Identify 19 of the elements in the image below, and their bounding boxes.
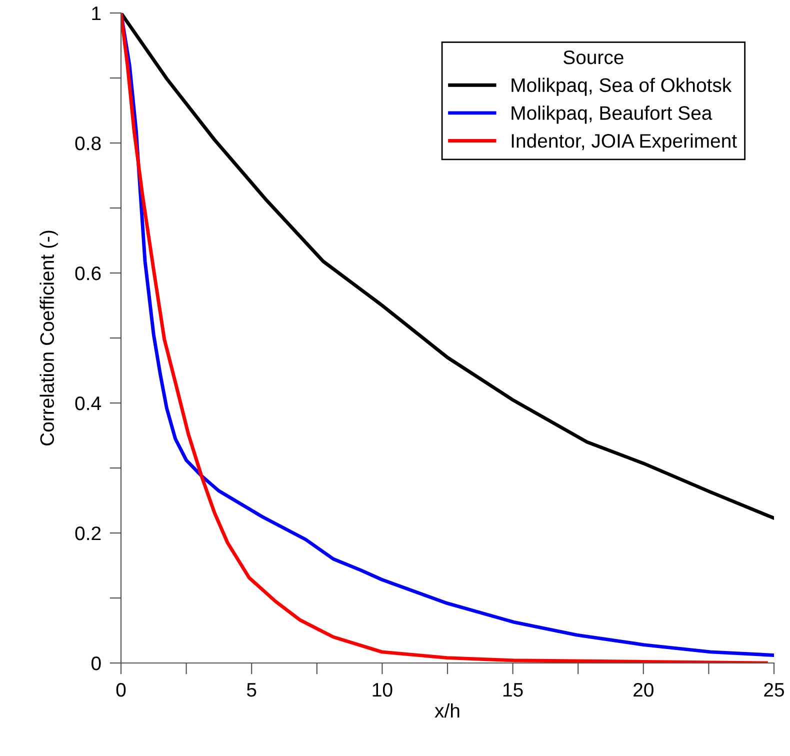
x-tick-label: 25 [764,682,784,697]
x-tick-label: 5 [246,683,256,697]
legend-title: Source [564,50,624,64]
y-tick-label: 0 [92,656,101,670]
y-tick-label: 1 [92,6,101,20]
y-axis-title: Correlation Coefficient (-) [40,230,58,446]
y-tick-label: 0.8 [75,136,101,150]
legend-label: Molikpaq, Sea of Okhotsk [512,78,732,96]
legend-label: Indentor, JOIA Experiment [512,133,737,152]
x-tick-label: 15 [503,683,523,697]
y-tick-label: 0.2 [75,526,101,540]
legend-label: Molikpaq, Beaufort Sea [512,106,712,124]
x-tick-label: 10 [372,682,392,697]
y-tick-label: 0.4 [75,396,101,410]
line-series [121,13,774,520]
x-axis-title: x/h [434,703,460,718]
x-tick-label: 0 [116,682,126,697]
x-tick-label: 20 [634,682,654,697]
y-tick-label: 0.6 [75,266,101,280]
